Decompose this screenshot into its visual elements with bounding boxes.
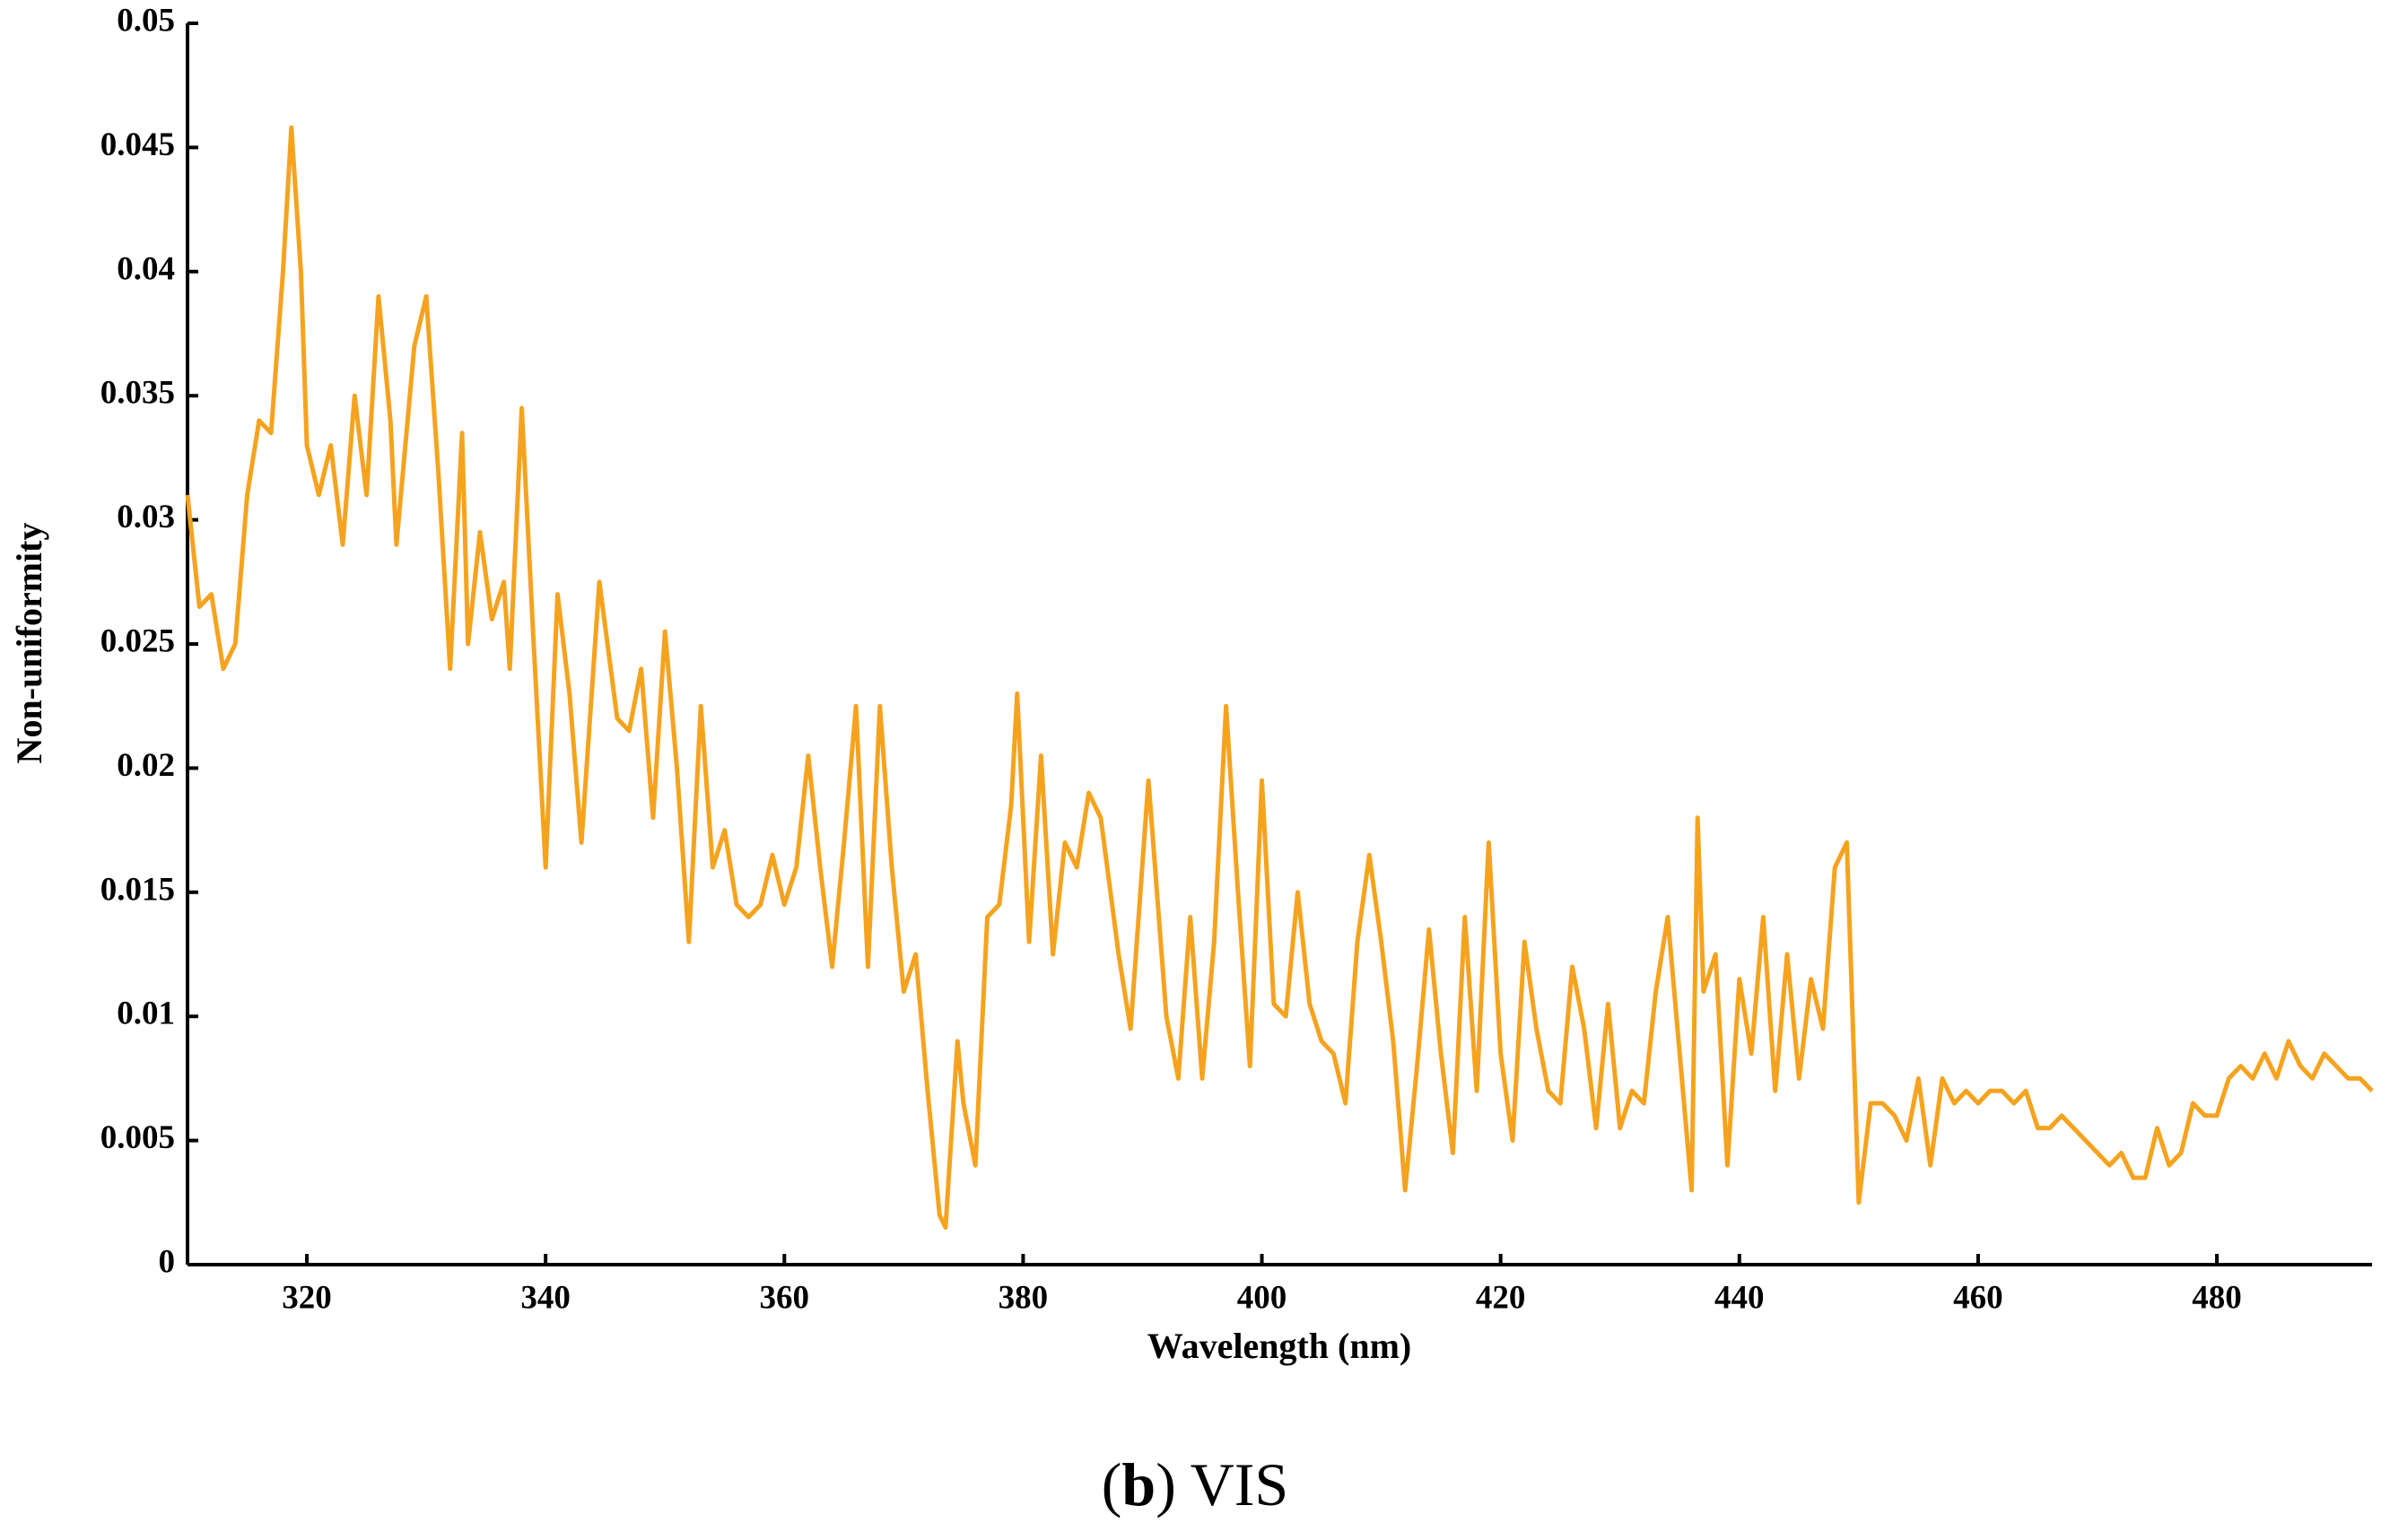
x-tick-label: 400 — [1237, 1279, 1287, 1316]
x-tick-label: 420 — [1476, 1279, 1526, 1316]
y-tick-label: 0.025 — [100, 622, 175, 659]
y-tick-label: 0.01 — [117, 996, 175, 1032]
x-axis-title: Wavelength (nm) — [1147, 1326, 1411, 1366]
y-tick-label: 0.03 — [117, 499, 175, 535]
caption-rest: ) VIS — [1156, 1450, 1288, 1518]
y-tick-label: 0.035 — [100, 375, 175, 412]
y-tick-label: 0.015 — [100, 871, 175, 908]
y-tick-label: 0.005 — [100, 1119, 175, 1156]
caption-open: ( — [1102, 1450, 1122, 1518]
y-tick-label: 0.045 — [100, 126, 175, 163]
y-tick-label: 0 — [159, 1243, 176, 1280]
data-line — [185, 125, 2374, 1230]
y-axis-title: Non-uniformity — [9, 523, 49, 764]
x-tick-label: 320 — [282, 1279, 332, 1316]
x-tick-label: 380 — [999, 1279, 1049, 1316]
y-tick-label: 0.04 — [117, 250, 175, 287]
x-tick-label: 460 — [1953, 1279, 2003, 1316]
x-tick-label: 360 — [760, 1279, 810, 1316]
x-tick-label: 480 — [2192, 1279, 2242, 1316]
caption-letter: b — [1121, 1450, 1156, 1518]
x-tick-label: 340 — [520, 1279, 571, 1316]
caption: (b) VIS — [1102, 1450, 1288, 1518]
y-tick-label: 0.05 — [117, 2, 175, 39]
x-tick-label: 440 — [1714, 1279, 1765, 1316]
y-tick-label: 0.02 — [117, 747, 175, 784]
